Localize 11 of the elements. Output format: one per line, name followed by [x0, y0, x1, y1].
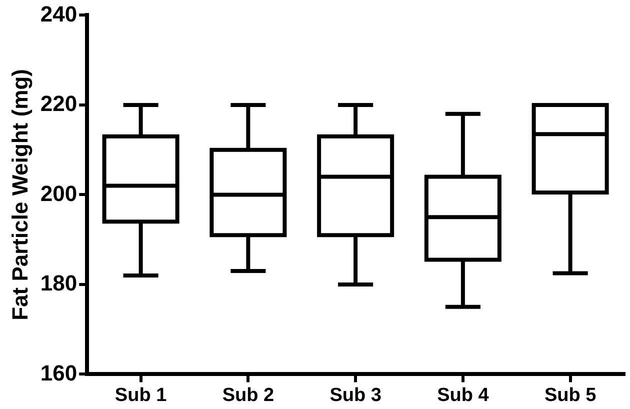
y-tick-label: 180	[40, 270, 78, 296]
x-tick-label: Sub 2	[222, 384, 274, 406]
x-tick-label: Sub 1	[114, 384, 168, 406]
y-tick-label: 240	[40, 1, 78, 26]
y-tick-label: 160	[40, 360, 78, 386]
y-tick-label: 200	[40, 180, 78, 206]
y-tick-label: 220	[40, 91, 78, 116]
y-axis-title: Fat Particle Weight (mg)	[7, 68, 32, 320]
x-tick-label: Sub 4	[437, 384, 490, 406]
x-tick-label: Sub 3	[330, 384, 382, 406]
x-tick-label: Sub 5	[544, 384, 597, 406]
